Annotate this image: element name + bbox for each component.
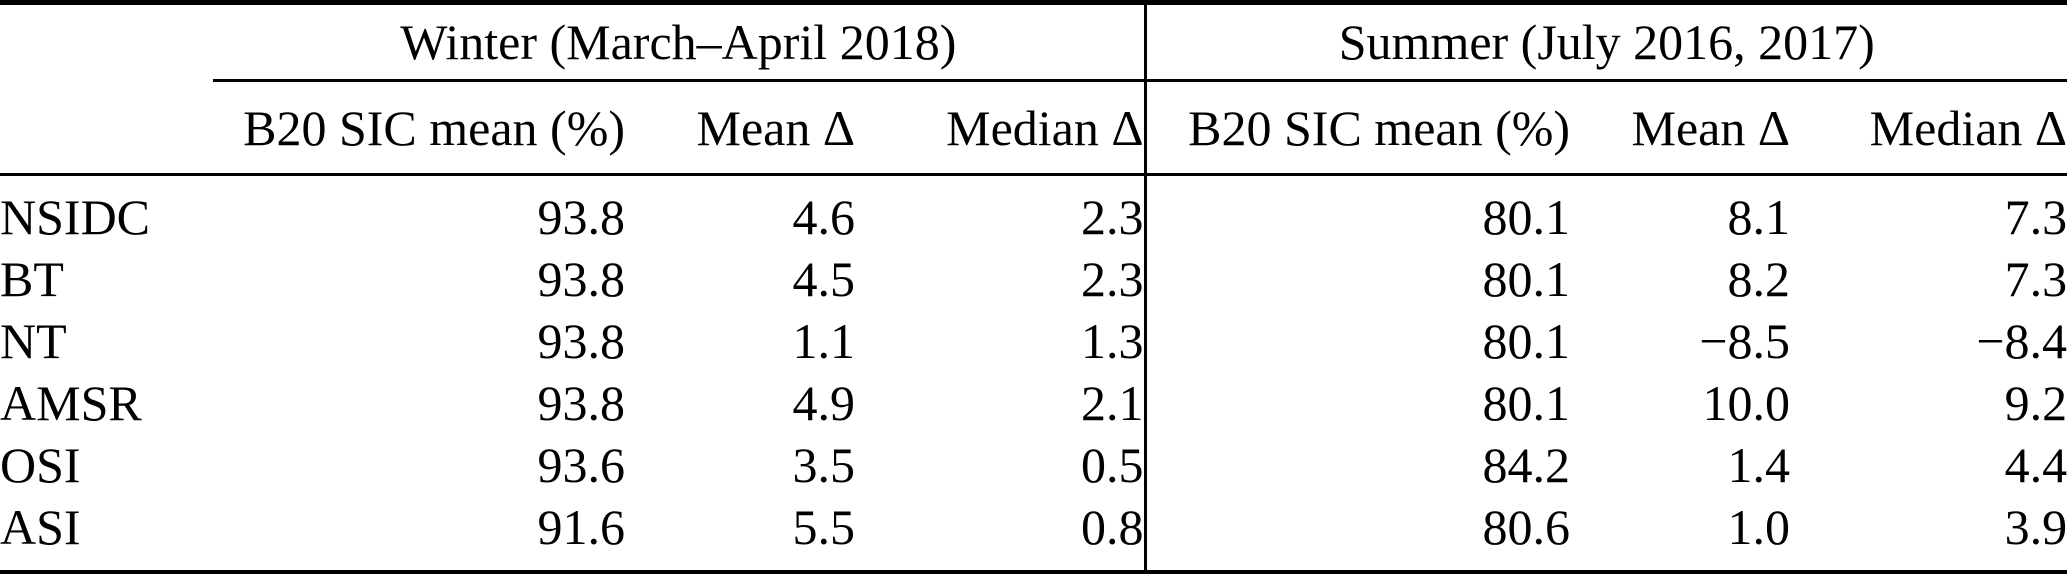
data-cell: 1.0 <box>1727 498 1791 555</box>
data-cell: 93.8 <box>537 251 626 308</box>
empty-corner-cell <box>0 3 213 81</box>
data-cell: 8.2 <box>1727 251 1791 308</box>
col-header-summer-mean-delta: Mean Δ <box>1570 80 1791 176</box>
empty-header-cell <box>0 80 213 176</box>
row-label: AMSR <box>0 374 142 431</box>
table-row: NSIDC 93.8 4.6 2.3 80.1 8.1 7.3 <box>0 174 2067 249</box>
data-cell: 1.4 <box>1727 436 1791 493</box>
data-cell: 0.8 <box>1081 498 1144 555</box>
data-cell: 7.3 <box>2004 189 2067 246</box>
table-row: NT 93.8 1.1 1.3 80.1 −8.5 −8.4 <box>0 310 2067 372</box>
table-row: OSI 93.6 3.5 0.5 84.2 1.4 4.4 <box>0 433 2067 496</box>
data-cell: 2.3 <box>1081 251 1144 308</box>
data-cell: 10.0 <box>1702 374 1791 431</box>
row-label: NT <box>0 313 67 369</box>
table-row: ASI 91.6 5.5 0.8 80.6 1.0 3.9 <box>0 495 2067 572</box>
data-cell: 80.1 <box>1143 248 1571 311</box>
data-cell: −8.4 <box>1976 313 2067 369</box>
data-cell: 80.6 <box>1143 495 1571 572</box>
data-cell: 93.8 <box>537 189 626 246</box>
group-header-winter: Winter (March–April 2018) <box>213 2 1146 82</box>
column-header-row: B20 SIC mean (%) Mean Δ Median Δ B20 SIC… <box>0 80 2067 176</box>
table-row: AMSR 93.8 4.9 2.1 80.1 10.0 9.2 <box>0 371 2067 434</box>
col-header-summer-b20: B20 SIC mean (%) <box>1143 80 1571 176</box>
data-cell: 1.3 <box>1081 313 1144 369</box>
col-header-winter-mean-delta: Mean Δ <box>625 80 855 176</box>
col-header-winter-b20: B20 SIC mean (%) <box>213 80 625 176</box>
col-header-winter-median-delta: Median Δ <box>855 80 1146 176</box>
data-cell: 80.1 <box>1143 310 1571 372</box>
row-label: OSI <box>0 436 81 493</box>
data-cell: 80.1 <box>1143 371 1571 434</box>
data-cell: 80.1 <box>1143 174 1571 249</box>
data-cell: 0.5 <box>1081 436 1144 493</box>
season-header-row: Winter (March–April 2018) Summer (July 2… <box>0 2 2067 82</box>
data-cell: 91.6 <box>537 498 626 555</box>
group-header-summer: Summer (July 2016, 2017) <box>1143 2 2067 82</box>
data-cell: 9.2 <box>2004 374 2067 431</box>
data-cell: 4.9 <box>792 374 856 431</box>
row-label: NSIDC <box>0 189 151 246</box>
data-cell: 93.8 <box>537 313 626 369</box>
data-cell: 5.5 <box>792 498 856 555</box>
data-cell: 4.5 <box>792 251 856 308</box>
data-cell: 7.3 <box>2004 251 2067 308</box>
data-cell: 3.5 <box>792 436 856 493</box>
data-cell: 4.4 <box>2004 436 2067 493</box>
data-cell: 84.2 <box>1143 433 1571 496</box>
data-cell: −8.5 <box>1699 313 1791 369</box>
row-label: BT <box>0 251 64 308</box>
data-cell: 2.1 <box>1081 374 1144 431</box>
data-cell: 3.9 <box>2004 498 2067 555</box>
table-row: BT 93.8 4.5 2.3 80.1 8.2 7.3 <box>0 248 2067 311</box>
data-cell: 1.1 <box>792 313 856 369</box>
data-cell: 2.3 <box>1081 189 1144 246</box>
data-cell: 93.8 <box>537 374 626 431</box>
data-cell: 4.6 <box>792 189 856 246</box>
data-cell: 8.1 <box>1727 189 1791 246</box>
col-header-summer-median-delta: Median Δ <box>1790 80 2067 176</box>
data-cell: 93.6 <box>537 436 626 493</box>
row-label: ASI <box>0 498 81 555</box>
